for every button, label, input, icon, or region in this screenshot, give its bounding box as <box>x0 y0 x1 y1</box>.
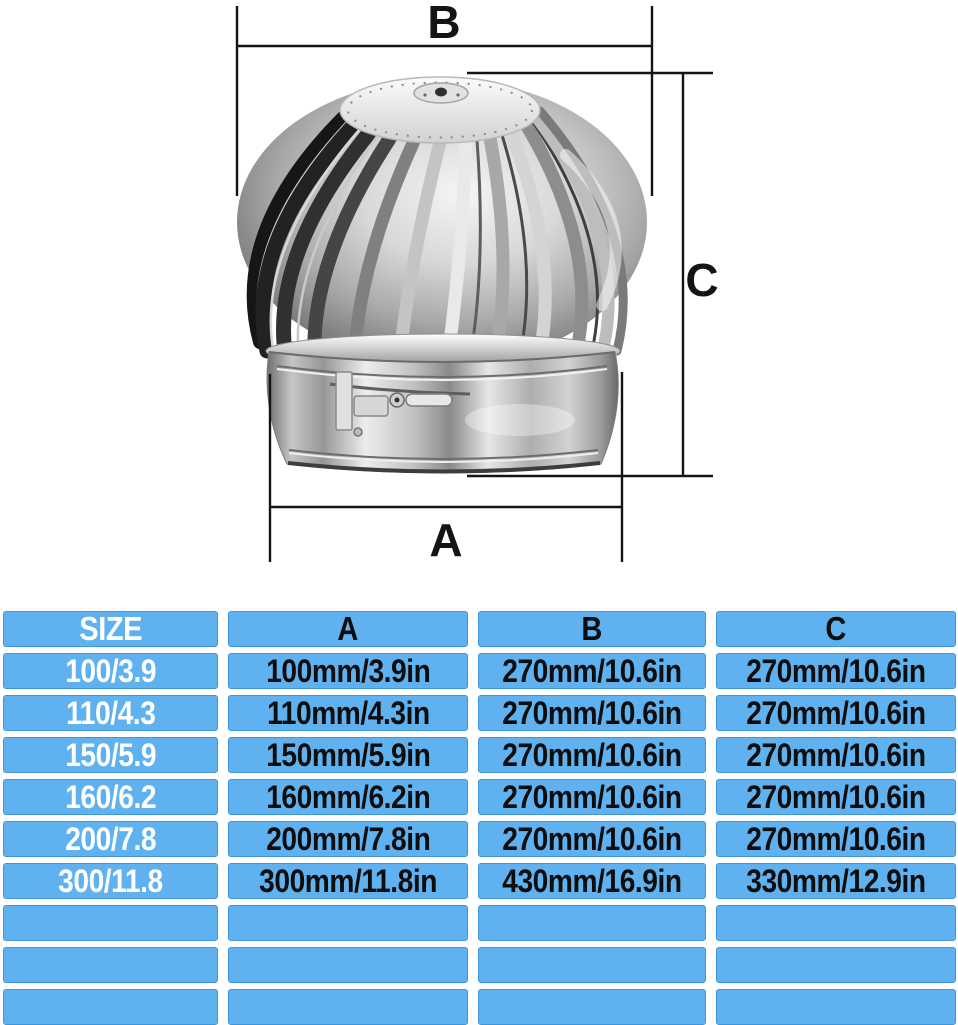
empty-cell <box>3 989 218 1025</box>
size-cell: 200/7.8 <box>3 821 218 857</box>
dim-b-cell: 270mm/10.6in <box>478 779 706 815</box>
size-spec-table: SIZE A B C 100/3.9 100mm/3.9in 270mm/10.… <box>3 611 956 1025</box>
dim-a-cell: 200mm/7.8in <box>228 821 468 857</box>
size-cell: 300/11.8 <box>3 863 218 899</box>
dim-b-cell: 430mm/16.9in <box>478 863 706 899</box>
size-cell: 160/6.2 <box>3 779 218 815</box>
dim-c-cell: 270mm/10.6in <box>716 737 956 773</box>
dim-c-cell: 270mm/10.6in <box>716 695 956 731</box>
turbine-vent-illustration <box>237 76 647 474</box>
header-size: SIZE <box>3 611 218 647</box>
dimension-label-a: A <box>429 514 462 566</box>
header-c: C <box>716 611 956 647</box>
dim-a-cell: 150mm/5.9in <box>228 737 468 773</box>
dim-c-cell: 270mm/10.6in <box>716 653 956 689</box>
empty-cell <box>478 989 706 1025</box>
base-clamp <box>329 371 471 437</box>
empty-cell <box>228 989 468 1025</box>
size-cell: 110/4.3 <box>3 695 218 731</box>
dim-c-cell: 330mm/12.9in <box>716 863 956 899</box>
header-a: A <box>228 611 468 647</box>
dim-b-cell: 270mm/10.6in <box>478 737 706 773</box>
base-drum <box>266 351 619 474</box>
dimension-lines <box>235 6 713 562</box>
turbine-vent-figure: B C A <box>235 0 719 566</box>
empty-cell <box>716 989 956 1025</box>
dimension-label-c: C <box>685 254 718 306</box>
dim-a-cell: 300mm/11.8in <box>228 863 468 899</box>
size-cell: 100/3.9 <box>3 653 218 689</box>
header-b: B <box>478 611 706 647</box>
dim-a-cell: 160mm/6.2in <box>228 779 468 815</box>
cap-bolt <box>435 87 447 97</box>
empty-cell <box>3 905 218 941</box>
dim-c-cell: 270mm/10.6in <box>716 821 956 857</box>
dim-b-cell: 270mm/10.6in <box>478 695 706 731</box>
empty-cell <box>478 905 706 941</box>
dim-b-cell: 270mm/10.6in <box>478 821 706 857</box>
dimension-diagram: B C A <box>235 0 719 566</box>
empty-cell <box>228 947 468 983</box>
empty-cell <box>716 905 956 941</box>
empty-cell <box>3 947 218 983</box>
dim-c-cell: 270mm/10.6in <box>716 779 956 815</box>
empty-cell <box>228 905 468 941</box>
empty-cell <box>716 947 956 983</box>
dimension-label-b: B <box>427 0 460 48</box>
cap-rivets <box>347 81 533 139</box>
dim-a-cell: 110mm/4.3in <box>228 695 468 731</box>
dim-b-cell: 270mm/10.6in <box>478 653 706 689</box>
turbine-top-cap <box>339 76 541 144</box>
empty-cell <box>478 947 706 983</box>
dim-a-cell: 100mm/3.9in <box>228 653 468 689</box>
size-cell: 150/5.9 <box>3 737 218 773</box>
